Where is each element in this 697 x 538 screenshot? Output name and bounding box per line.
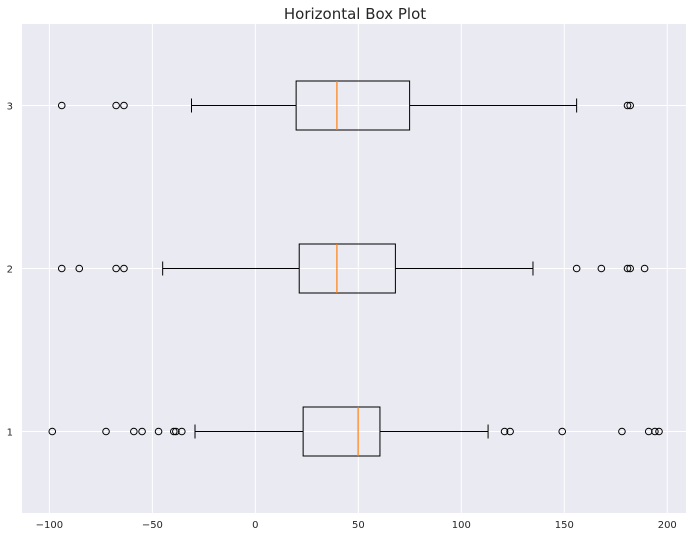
outlier-point (623, 264, 632, 273)
outlier-point (102, 427, 110, 436)
x-tick-label: 50 (352, 520, 365, 531)
box (302, 406, 381, 457)
outlier-point (120, 264, 128, 273)
x-tick-label: 0 (252, 520, 258, 531)
outlier-point (172, 427, 180, 436)
x-tick-label: −100 (36, 520, 63, 531)
x-tick-label: 100 (452, 520, 471, 531)
outlier-point (640, 264, 649, 273)
box (295, 80, 411, 131)
outlier-point (48, 427, 57, 436)
outlier-point (623, 101, 632, 110)
outlier-point (57, 101, 66, 110)
outlier-point (57, 264, 66, 273)
y-tick-label: 2 (7, 265, 13, 276)
x-tick-label: −50 (142, 520, 163, 531)
outlier-point (112, 264, 120, 273)
outlier-point (626, 264, 634, 273)
outlier-point (75, 264, 84, 273)
outlier-point (154, 427, 163, 436)
box (298, 243, 396, 294)
outlier-point (558, 427, 567, 436)
outlier-point (120, 101, 128, 110)
outlier-point (651, 427, 659, 436)
outlier-point (500, 427, 509, 436)
y-tick-label: 3 (7, 102, 13, 113)
outlier-point (169, 427, 178, 436)
outlier-point (597, 264, 606, 273)
outlier-point (655, 427, 663, 436)
outlier-point (506, 427, 514, 436)
outlier-point (178, 427, 186, 436)
outlier-point (138, 427, 146, 436)
outlier-point (112, 101, 120, 110)
y-tick-label: 1 (7, 428, 13, 439)
x-tick-label: 150 (555, 520, 574, 531)
outlier-point (618, 427, 626, 436)
x-tick-label: 200 (658, 520, 677, 531)
outlier-point (130, 427, 138, 436)
outlier-point (626, 101, 634, 110)
outlier-point (572, 264, 581, 273)
chart-title: Horizontal Box Plot (284, 5, 426, 23)
